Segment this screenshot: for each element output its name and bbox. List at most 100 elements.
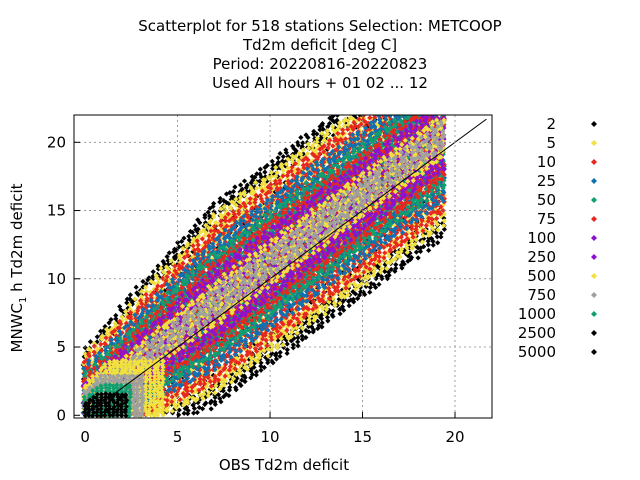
density-point-band-0-532 [251, 364, 257, 370]
density-point-band-1-2324 [237, 199, 243, 205]
density-point-band-0-692 [290, 143, 296, 149]
density-point-band-1-2905 [306, 313, 312, 319]
density-point-band-0-364 [211, 200, 217, 207]
density-point-band-0-947 [350, 296, 356, 302]
density-point-band-0-366 [217, 396, 223, 402]
density-point-band-1-3000 [315, 309, 322, 315]
density-point-band-1-3554 [378, 269, 384, 275]
density-point-band-0-1200 [441, 226, 447, 232]
density-point-band-0-5 [82, 345, 88, 351]
density-point-band-1-1991 [203, 222, 209, 228]
density-point-band-1-3675 [392, 256, 398, 262]
density-point-band-1-2133 [218, 212, 224, 218]
density-point-band-0-740 [298, 134, 304, 141]
density-point-band-0-883 [337, 311, 343, 317]
density-point-band-1-1651 [158, 265, 164, 271]
density-point-band-0-964 [355, 295, 361, 302]
density-point-band-0-505 [244, 182, 250, 188]
density-point-band-1-2277 [230, 200, 237, 206]
density-point-band-1-2329 [242, 360, 248, 367]
density-point-band-1-2711 [285, 335, 292, 342]
density-point-band-1-3425 [364, 281, 370, 287]
density-point-band-1-1383 [119, 314, 125, 320]
density-point-band-1-2904 [306, 317, 312, 323]
density-point-band-1-3139 [325, 139, 331, 145]
density-point-band-0-925 [346, 303, 352, 309]
density-point-band-1-3237 [336, 124, 342, 130]
density-point-band-1-3047 [322, 311, 328, 317]
density-point-band-0-262 [186, 233, 192, 239]
density-point-band-0-148 [155, 263, 161, 269]
density-point-band-1-2903 [306, 320, 312, 327]
density-point-band-0-743 [303, 327, 309, 334]
density-point-band-1-3101 [327, 283, 333, 289]
density-point-band-1-3289 [345, 283, 352, 289]
density-point-band-1-3284 [341, 123, 348, 129]
density-point-band-1-2569 [268, 341, 274, 347]
density-point-band-1-1575 [148, 278, 154, 284]
density-point-band-0-301 [199, 406, 206, 412]
density-point-band-0-284 [194, 409, 200, 416]
density-point-band-0-809 [319, 320, 325, 326]
density-point-band-1-2088 [218, 383, 224, 390]
density-point-band-1-3953 [435, 227, 441, 233]
density-point-band-0-652 [284, 347, 290, 353]
density-point-band-0-1187 [434, 234, 440, 240]
density-point-band-1-2522 [262, 341, 268, 347]
density-point-band-0-981 [362, 291, 368, 298]
density-point-band-0-739 [300, 140, 306, 146]
density-point-band-0-323 [208, 406, 214, 412]
density-point-band-0-303 [203, 400, 209, 406]
density-point-band-1-3893 [422, 218, 429, 225]
density-point-band-0-486 [241, 373, 248, 379]
density-point-band-1-2953 [309, 310, 315, 316]
density-point-band-1-1691 [169, 408, 175, 414]
density-point-band-1-3042 [314, 151, 320, 157]
density-point-band-0-1019 [374, 273, 380, 279]
density-point-band-1-2756 [285, 165, 291, 171]
density-point-band-1-2757 [283, 161, 289, 167]
density-point-band-1-3677 [394, 249, 401, 256]
density-point-band-1-1307 [104, 330, 110, 336]
density-point-band-0-1199 [438, 230, 444, 236]
density-point-band-2-4173 [117, 318, 123, 324]
density-point-band-1-2710 [279, 161, 285, 168]
density-point-band-0-1163 [426, 247, 432, 253]
density-point-band-0-1186 [435, 240, 441, 246]
density-point-band-1-2509 [259, 211, 266, 217]
density-point-band-1-2817 [292, 291, 299, 297]
density-point-band-1-2423 [254, 359, 261, 365]
density-point-band-0-694 [295, 339, 301, 345]
density-point-band-0-1062 [386, 269, 392, 275]
density-point-band-0-1042 [384, 276, 391, 282]
density-point-band-1-1902 [197, 392, 203, 398]
density-point-band-1-2614 [268, 169, 274, 175]
density-point-band-0-634 [277, 353, 283, 359]
density-point-band-1-3336 [351, 281, 357, 287]
density-point-band-1-1900 [191, 236, 197, 242]
density-point-band-0-838 [324, 314, 331, 320]
density-point-band-1-1382 [119, 317, 125, 324]
density-point-band-0-298 [195, 226, 201, 232]
density-point-band-0-44 [106, 320, 112, 326]
density-point-band-0-242 [185, 408, 191, 414]
density-point-band-0-392 [223, 391, 229, 397]
density-point-band-0-861 [327, 115, 333, 121]
density-point-band-1-2758 [285, 156, 291, 162]
density-point-band-1-1356 [112, 323, 119, 330]
density-point-band-1-1409 [123, 316, 130, 322]
density-point-band-1-1411 [123, 308, 129, 315]
density-point-band-0-165 [160, 258, 166, 264]
density-point-band-0-860 [327, 120, 333, 127]
density-point-band-0-653 [284, 341, 290, 347]
density-point-band-0-510 [248, 366, 254, 372]
density-point-band-1-1771 [176, 252, 183, 258]
density-point-band-1-2855 [299, 325, 306, 331]
density-point-band-0-673 [283, 147, 289, 153]
density-point-band-1-3046 [314, 135, 320, 142]
density-point-band-0-837 [325, 318, 331, 324]
density-point-band-1-2519 [265, 353, 271, 359]
density-point-band-1-2276 [233, 202, 239, 208]
density-point-band-0-1028 [376, 281, 382, 288]
density-point-band-1-2234 [231, 364, 237, 370]
